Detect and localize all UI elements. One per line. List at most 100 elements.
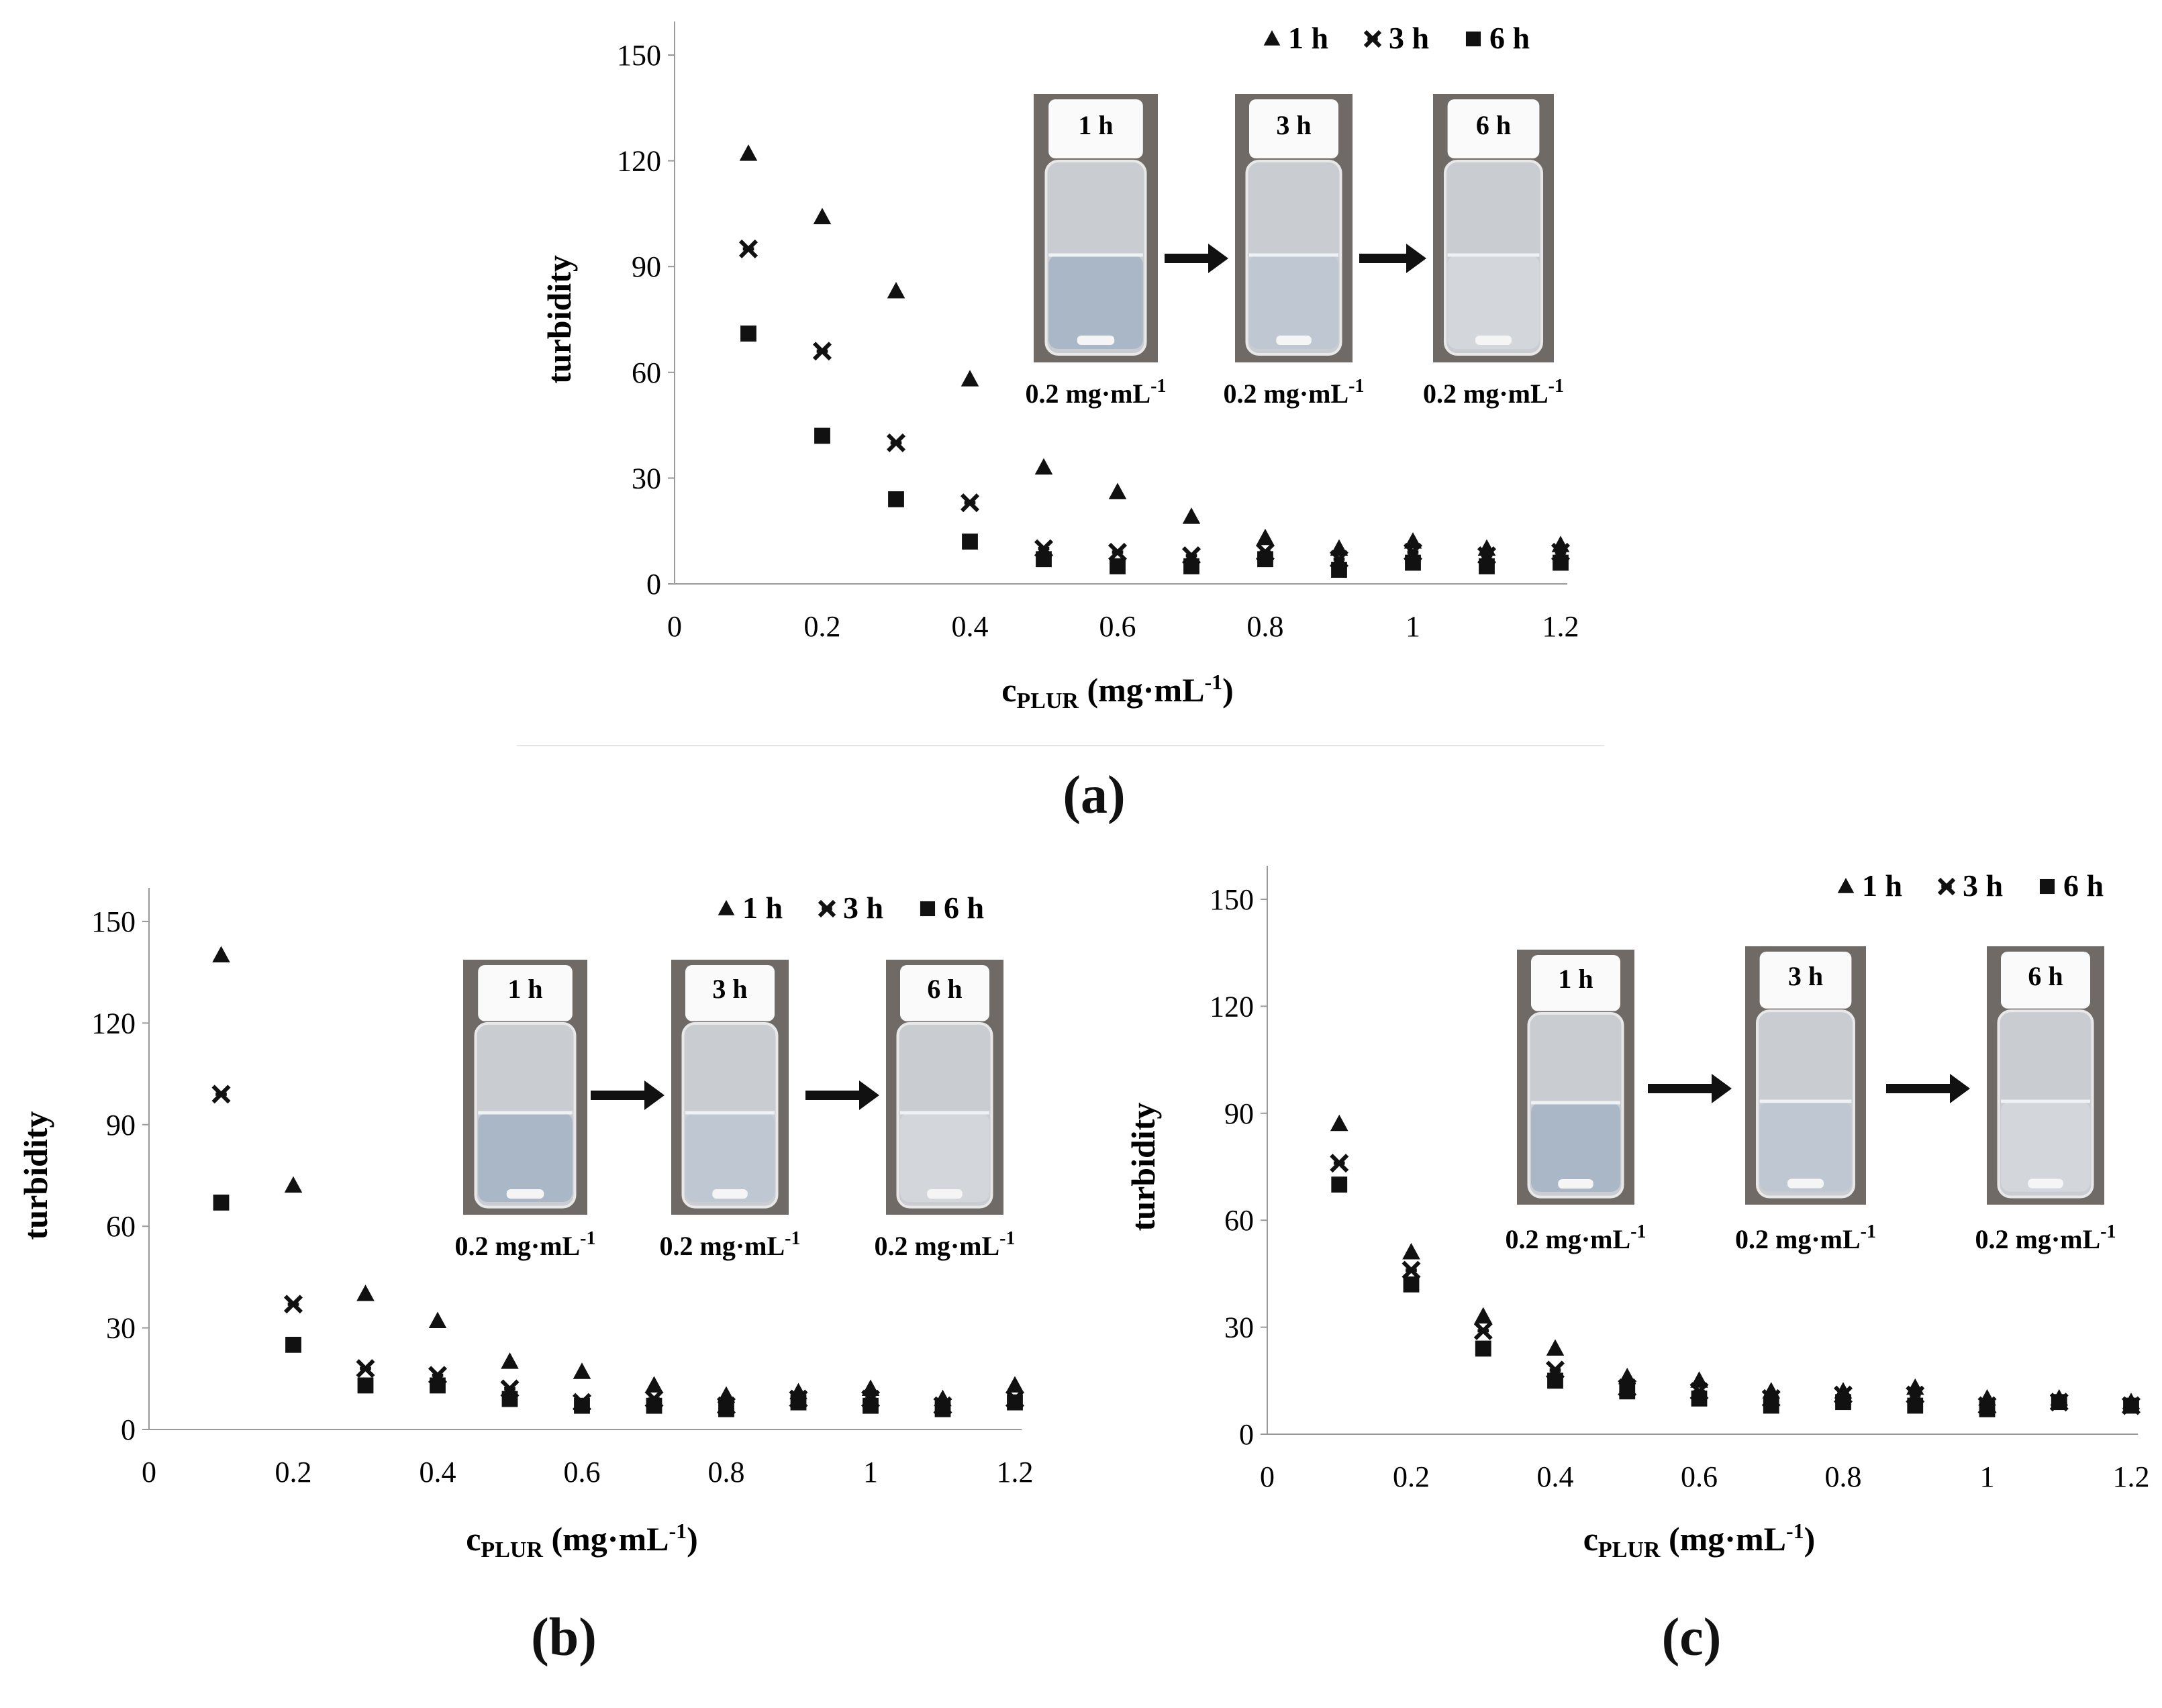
point-square [1403, 1276, 1420, 1293]
vial-caption-sup: -1 [1549, 376, 1564, 397]
x-tick-label: 1 [863, 1456, 878, 1489]
x-tick-label: 0.6 [564, 1456, 601, 1489]
y-tick-label: 150 [91, 905, 136, 938]
x-tick-label: 0.2 [1393, 1460, 1430, 1493]
point-triangle [717, 1386, 736, 1403]
y-tick-label: 30 [632, 462, 661, 495]
y-tick-label: 90 [632, 250, 661, 283]
legend: 1 h 3 h 6 h [1263, 21, 1530, 55]
vial-liquid [1048, 255, 1143, 349]
point-triangle [1978, 1389, 1996, 1406]
legend-label: 1 h [1288, 21, 1328, 55]
point-star [283, 1295, 303, 1314]
point-triangle [1834, 1382, 1853, 1399]
vial-time-tag: 3 h [712, 974, 747, 1004]
x-axis-label-main: c [1001, 671, 1016, 709]
x-tick-label: 1 [1406, 610, 1420, 643]
x-tick-label: 0 [1260, 1460, 1275, 1493]
stir-bar [1475, 336, 1512, 345]
x-axis-label: cPLUR (mg·mL-1) [1001, 670, 1234, 713]
point-square [357, 1377, 374, 1394]
point-star [738, 239, 758, 258]
vial-photo-1: 1 h [1034, 94, 1158, 362]
point-star [1255, 542, 1275, 562]
vial-photo-2: 3 h [1235, 94, 1353, 362]
vial-time-tag: 1 h [507, 974, 542, 1004]
y-tick-label: 90 [1224, 1097, 1254, 1130]
point-triangle [356, 1285, 375, 1301]
point-triangle [2050, 1389, 2069, 1406]
point-square [740, 325, 756, 342]
x-axis-label-main: c [466, 1520, 481, 1558]
point-triangle [887, 281, 905, 299]
legend-label: 3 h [1963, 868, 2003, 903]
point-triangle [1330, 1114, 1348, 1132]
vial-caption: 0.2 mg·mL-1 [1224, 376, 1365, 409]
vial-caption-main: 0.2 mg·mL [1026, 379, 1151, 409]
point-triangle [1906, 1378, 1924, 1395]
vial-photo-2: 3 h [671, 960, 789, 1215]
x-axis-label-units: (mg·mL [1660, 1520, 1785, 1558]
vial-photo-3: 6 h [886, 960, 1003, 1215]
legend: 1 h 3 h 6 h [718, 891, 984, 925]
point-star [886, 433, 906, 452]
x-axis-label: cPLUR (mg·mL-1) [1583, 1519, 1816, 1562]
point-star [211, 1085, 231, 1104]
y-tick-label: 0 [646, 568, 661, 601]
vial-caption: 0.2 mg·mL-1 [1975, 1221, 2116, 1254]
y-tick-label: 0 [121, 1413, 136, 1446]
stir-bar [2028, 1178, 2063, 1189]
point-triangle [934, 1389, 952, 1407]
point-square [1475, 1340, 1491, 1357]
vial-caption-sup: -1 [999, 1228, 1015, 1249]
arrow-head [644, 1081, 665, 1110]
x-axis-label-close: ) [687, 1520, 698, 1558]
vial-cap [1759, 952, 1852, 1009]
vial-caption-sup: -1 [580, 1228, 595, 1249]
vial-time-tag: 6 h [1476, 110, 1511, 140]
y-tick-label: 60 [1224, 1204, 1254, 1237]
point-triangle [1474, 1307, 1493, 1324]
legend-marker-star [1937, 877, 1956, 896]
x-axis-label-sub: PLUR [1016, 689, 1079, 713]
vial-caption-sup: -1 [2100, 1221, 2116, 1242]
vial-liquid [1447, 255, 1540, 349]
arrow-head [1406, 244, 1426, 273]
point-triangle [789, 1383, 807, 1399]
inset-photos: 1 h0.2 mg·mL-13 h0.2 mg·mL-16 h0.2 mg·mL… [455, 960, 1016, 1261]
arrow-head [859, 1081, 879, 1110]
vial-liquid [900, 1113, 989, 1202]
point-star [1034, 539, 1054, 558]
x-tick-label: 0.8 [1825, 1460, 1862, 1493]
x-axis-label-main: c [1583, 1520, 1598, 1558]
legend-label: 3 h [843, 891, 883, 925]
point-square [888, 491, 904, 507]
y-tick-label: 30 [106, 1312, 136, 1345]
x-axis-label: cPLUR (mg·mL-1) [466, 1519, 698, 1562]
point-square [285, 1336, 301, 1353]
vial-caption: 0.2 mg·mL-1 [1423, 376, 1564, 409]
vial-liquid [1759, 1101, 1852, 1192]
point-triangle [501, 1352, 519, 1369]
vial-caption: 0.2 mg·mL-1 [455, 1228, 596, 1261]
vial-time-tag: 6 h [927, 974, 962, 1004]
vial-cap [2001, 952, 2090, 1009]
point-triangle [1005, 1376, 1024, 1393]
vial-liquid [1531, 1103, 1620, 1192]
chart-panel-3: 0 30 60 90 120 150 0 0.2 0.4 0.6 0.8 1 1.2 turbidity c… [1124, 866, 2150, 1562]
vial-caption: 0.2 mg·mL-1 [1735, 1221, 1876, 1254]
vial-caption-sup: -1 [1630, 1221, 1646, 1242]
x-tick-label: 0.8 [1247, 610, 1284, 643]
vial-caption-main: 0.2 mg·mL [660, 1231, 785, 1261]
legend-label: 1 h [742, 891, 783, 925]
legend-marker-square [2039, 878, 2055, 895]
vial-caption-main: 0.2 mg·mL [875, 1231, 1000, 1261]
chart-panel-1: 0 30 60 90 120 150 0 0.2 0.4 0.6 0.8 1 1.2 turbidity c… [540, 21, 1579, 713]
y-tick-label: 150 [1210, 883, 1254, 916]
y-axis-label: turbidity [17, 1111, 54, 1240]
x-axis-label-close: ) [1222, 671, 1234, 709]
vial-caption: 0.2 mg·mL-1 [660, 1228, 801, 1261]
vial-cap [685, 965, 775, 1021]
point-square [213, 1194, 230, 1211]
